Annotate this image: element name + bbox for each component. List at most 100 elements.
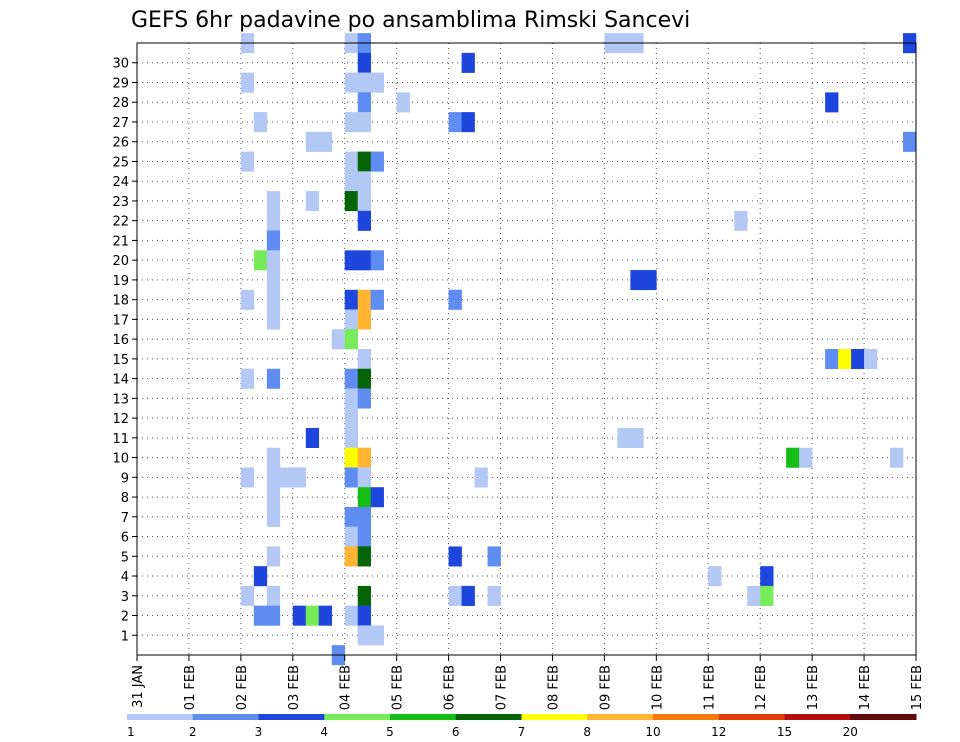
x-tick-label: 14 FEB <box>858 665 873 710</box>
heatmap-cell <box>344 605 359 626</box>
heatmap-cell <box>825 349 839 370</box>
colorbar-segment <box>258 714 325 720</box>
heatmap-cell <box>357 112 371 133</box>
colorbar-label: 2 <box>189 725 197 739</box>
x-tick-label: 06 FEB <box>443 665 458 710</box>
y-tick-label: 5 <box>121 550 129 565</box>
heatmap-cell <box>461 585 475 606</box>
colorbar-segment <box>521 714 588 720</box>
x-tick-label: 31 JAN <box>131 665 146 708</box>
heatmap-cell <box>305 131 320 152</box>
heatmap-cell <box>344 467 359 488</box>
colorbar-segment <box>127 714 194 720</box>
heatmap-cell <box>357 309 371 330</box>
colorbar-segment <box>587 714 654 720</box>
heatmap-cell <box>357 250 371 271</box>
heatmap-cell <box>279 467 294 488</box>
heatmap-cell <box>266 270 281 291</box>
heatmap-cell <box>266 487 281 508</box>
y-tick-label: 11 <box>112 432 129 447</box>
heatmap-cell <box>370 487 384 508</box>
heatmap-cell <box>253 566 268 587</box>
heatmap-cell <box>487 546 501 567</box>
colorbar-segment <box>390 714 457 720</box>
heatmap-cell <box>864 349 878 370</box>
colorbar-segment <box>324 714 391 720</box>
heatmap-cell <box>266 368 281 389</box>
heatmap-cell <box>630 427 644 449</box>
y-tick-label: 23 <box>112 195 129 210</box>
heatmap-cell <box>370 289 384 310</box>
heatmap-cell <box>370 151 384 172</box>
heatmap-cell <box>461 112 475 133</box>
y-tick-label: 26 <box>112 136 129 151</box>
colorbar-segment <box>718 714 785 720</box>
heatmap-cell <box>357 368 371 389</box>
y-tick-label: 16 <box>112 333 129 348</box>
heatmap-cell <box>357 151 371 172</box>
heatmap-cell <box>344 526 359 547</box>
heatmap-cell <box>253 605 268 626</box>
colorbar-label: 6 <box>452 725 460 739</box>
heatmap-cell <box>357 210 371 231</box>
heatmap-cell <box>331 329 346 350</box>
heatmap-cell <box>357 388 371 409</box>
colorbar-label: 4 <box>320 725 328 739</box>
heatmap-cell <box>396 92 410 113</box>
heatmap-cell <box>448 546 462 567</box>
heatmap-cell <box>357 585 371 606</box>
x-tick-label: 15 FEB <box>910 665 925 710</box>
heatmap-cell <box>344 427 359 449</box>
y-tick-label: 12 <box>112 412 129 427</box>
heatmap-cell <box>799 447 813 468</box>
heatmap-cell <box>344 250 359 271</box>
colorbar-segment <box>784 714 851 720</box>
heatmap-cell <box>344 388 359 409</box>
heatmap-cell <box>266 467 281 488</box>
heatmap-cell <box>357 72 371 93</box>
x-tick-label: 07 FEB <box>495 665 510 710</box>
y-tick-label: 19 <box>112 274 129 289</box>
colorbar-segment <box>653 714 720 720</box>
heatmap-cell <box>448 289 462 310</box>
y-tick-label: 8 <box>121 491 129 506</box>
heatmap-cell <box>370 72 384 93</box>
heatmap-cell <box>357 349 371 370</box>
colorbar-label: 12 <box>711 725 726 739</box>
heatmap-cell <box>370 625 384 646</box>
y-tick-label: 13 <box>112 392 129 407</box>
heatmap-cell <box>357 467 371 488</box>
heatmap-cell <box>357 289 371 310</box>
heatmap-cell <box>266 546 281 567</box>
x-tick-label: 03 FEB <box>287 665 302 710</box>
heatmap-cell <box>266 447 281 468</box>
x-tick-label: 01 FEB <box>183 665 198 710</box>
heatmap-cell <box>292 605 307 626</box>
heatmap-cell <box>474 467 488 488</box>
heatmap-cell <box>344 72 359 93</box>
x-tick-label: 12 FEB <box>754 665 769 710</box>
heatmap-cell <box>903 131 917 152</box>
heatmap-cell <box>344 289 359 310</box>
heatmap-cell <box>357 447 371 468</box>
heatmap-cell <box>734 210 748 231</box>
y-tick-label: 22 <box>112 215 129 230</box>
y-tick-label: 27 <box>112 116 129 131</box>
heatmap-cell <box>357 526 371 547</box>
heatmap-cell <box>461 52 475 73</box>
heatmap-cell <box>344 191 359 212</box>
heatmap-cell <box>448 585 462 606</box>
x-tick-label: 09 FEB <box>598 665 613 710</box>
heatmap-cell <box>344 309 359 330</box>
x-tick-label: 02 FEB <box>235 665 250 710</box>
y-tick-label: 18 <box>112 294 129 309</box>
heatmap-cell <box>305 605 320 626</box>
y-tick-label: 1 <box>121 629 129 644</box>
heatmap-cell <box>240 151 255 172</box>
x-tick-label: 11 FEB <box>702 665 717 710</box>
y-tick-label: 30 <box>112 57 129 72</box>
heatmap-cell <box>747 585 761 606</box>
colorbar-segment <box>192 714 259 720</box>
heatmap-cell <box>487 585 501 606</box>
x-tick-label: 08 FEB <box>546 665 561 710</box>
